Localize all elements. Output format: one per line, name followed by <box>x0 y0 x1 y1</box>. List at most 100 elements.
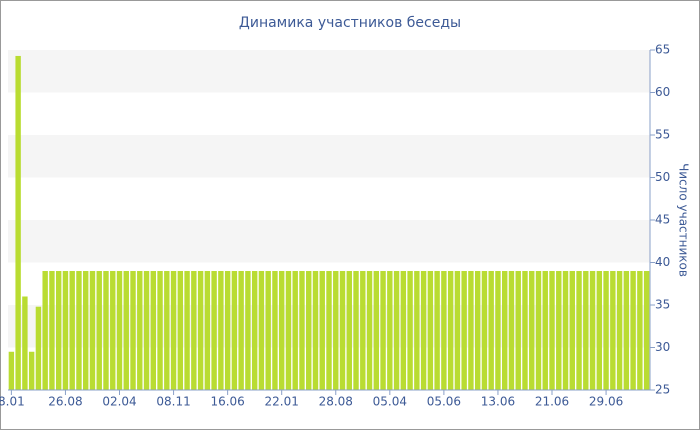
y-axis-title: Число участников <box>677 163 691 277</box>
bar <box>522 271 528 390</box>
bar <box>89 271 96 390</box>
bar <box>542 271 548 390</box>
bar <box>55 271 62 390</box>
bar <box>319 271 325 390</box>
grid-band <box>8 220 650 263</box>
bar <box>103 271 109 390</box>
y-tick-label: 25 <box>655 383 670 397</box>
bar <box>231 271 238 390</box>
bar <box>603 271 609 390</box>
bar <box>474 271 481 390</box>
bar <box>346 271 352 390</box>
bar <box>589 271 596 390</box>
x-tick-label: 05.06 <box>427 395 461 409</box>
y-tick-label: 55 <box>655 128 670 142</box>
bar <box>441 271 447 390</box>
bar <box>83 271 89 390</box>
bar <box>15 55 21 390</box>
x-tick-label: 16.06 <box>210 395 244 409</box>
y-tick-label: 45 <box>655 213 670 227</box>
bar <box>447 271 454 390</box>
bar <box>366 271 373 390</box>
bar <box>400 271 407 390</box>
y-tick-label: 30 <box>655 340 670 354</box>
bar <box>164 271 170 390</box>
bar <box>326 271 332 390</box>
x-tick-label: 02.04 <box>102 395 136 409</box>
x-tick-label: 08.11 <box>156 395 190 409</box>
bar <box>285 271 292 390</box>
bar <box>170 271 177 390</box>
bar <box>278 271 285 390</box>
bar <box>197 271 204 390</box>
grid-band <box>8 135 650 178</box>
bar <box>508 271 515 390</box>
bar <box>333 271 339 390</box>
bar <box>76 271 82 390</box>
bar <box>353 271 359 390</box>
bar <box>643 271 650 390</box>
bar <box>191 271 197 390</box>
chart-title: Динамика участников беседы <box>239 15 461 31</box>
bar <box>414 271 420 390</box>
y-tick-label: 40 <box>655 255 670 269</box>
bar <box>481 271 488 390</box>
bar <box>143 271 150 390</box>
bar <box>535 271 542 390</box>
y-tick-label: 35 <box>655 298 670 312</box>
bar <box>312 271 319 390</box>
bar <box>583 271 589 390</box>
bar <box>218 271 224 390</box>
bar <box>556 271 562 390</box>
bar <box>137 271 143 390</box>
bar <box>630 271 636 390</box>
bar <box>265 271 271 390</box>
bar <box>420 271 427 390</box>
bar <box>468 271 474 390</box>
bar <box>184 271 190 390</box>
bar <box>434 271 440 390</box>
y-tick-label: 60 <box>655 85 670 99</box>
x-tick-label: 21.06 <box>535 395 569 409</box>
bar <box>42 271 48 390</box>
bar <box>96 271 102 390</box>
bar <box>637 271 643 390</box>
y-tick-label: 65 <box>655 43 670 57</box>
bar <box>502 271 508 390</box>
bar <box>306 271 312 390</box>
bar <box>373 271 380 390</box>
bar <box>8 351 15 390</box>
bar <box>360 271 366 390</box>
bar <box>562 271 569 390</box>
bar <box>110 271 116 390</box>
bar <box>123 271 129 390</box>
bar <box>515 271 521 390</box>
bar <box>157 271 163 390</box>
x-tick-label: 22.01 <box>265 395 299 409</box>
bar <box>22 296 28 390</box>
bar <box>569 271 575 390</box>
grid-band <box>8 50 650 93</box>
bar <box>245 271 251 390</box>
bar <box>299 271 305 390</box>
bar <box>62 271 69 390</box>
x-tick-label: 26.08 <box>48 395 82 409</box>
bar <box>529 271 535 390</box>
bar <box>150 271 156 390</box>
bar <box>177 271 184 390</box>
bar <box>258 271 265 390</box>
bar <box>238 271 244 390</box>
bar <box>461 271 467 390</box>
bar <box>292 271 298 390</box>
bar <box>130 271 136 390</box>
bar <box>35 306 42 390</box>
bar <box>616 271 623 390</box>
bar <box>28 351 35 390</box>
bar <box>204 271 211 390</box>
bar <box>549 271 555 390</box>
bar <box>224 271 231 390</box>
bar <box>69 271 75 390</box>
bar <box>380 271 386 390</box>
bar <box>495 271 501 390</box>
